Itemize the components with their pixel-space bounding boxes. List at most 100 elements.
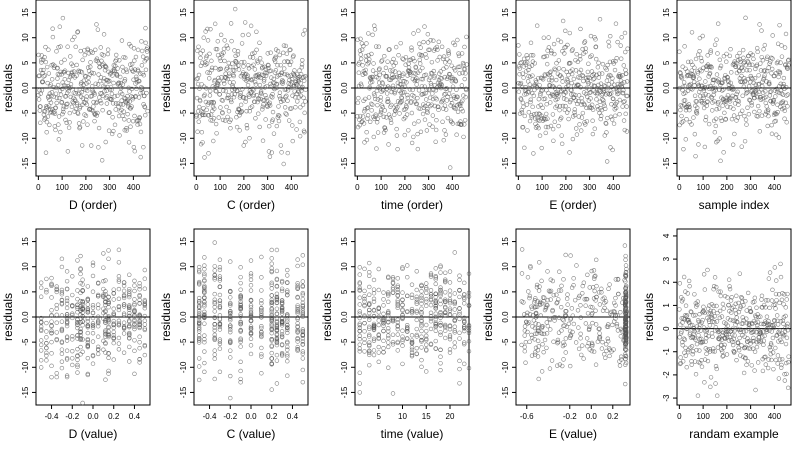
data-point bbox=[426, 77, 432, 82]
data-point bbox=[701, 65, 706, 70]
data-point bbox=[210, 118, 215, 123]
data-point bbox=[523, 60, 528, 65]
data-point bbox=[731, 106, 736, 112]
data-point bbox=[49, 90, 55, 95]
data-point bbox=[436, 104, 441, 110]
data-point bbox=[420, 76, 426, 82]
data-point bbox=[44, 329, 49, 334]
data-point bbox=[257, 40, 262, 45]
data-point bbox=[442, 103, 448, 108]
data-point bbox=[744, 87, 749, 93]
data-point bbox=[103, 334, 108, 339]
data-point bbox=[424, 342, 429, 347]
data-point bbox=[409, 110, 415, 116]
data-point bbox=[734, 293, 739, 299]
data-point bbox=[462, 361, 467, 367]
data-point bbox=[75, 353, 80, 359]
data-point bbox=[593, 362, 599, 367]
data-point bbox=[587, 105, 592, 111]
data-point bbox=[381, 350, 386, 355]
data-point bbox=[701, 304, 706, 310]
data-point bbox=[551, 138, 556, 143]
data-point bbox=[459, 51, 465, 56]
data-point bbox=[44, 358, 49, 363]
data-point bbox=[755, 360, 761, 365]
data-point bbox=[580, 73, 586, 79]
data-point bbox=[379, 59, 384, 64]
data-point bbox=[225, 65, 230, 70]
data-point bbox=[248, 351, 254, 357]
data-point bbox=[394, 133, 400, 138]
x-tick-label: 0.0 bbox=[586, 412, 598, 421]
data-point bbox=[527, 64, 532, 70]
x-tick-label: -0.2 bbox=[65, 412, 79, 421]
data-point bbox=[44, 289, 49, 295]
data-point bbox=[578, 67, 584, 73]
data-point bbox=[438, 367, 443, 373]
data-point bbox=[217, 337, 223, 342]
data-point bbox=[561, 67, 566, 72]
data-point bbox=[519, 110, 525, 115]
data-point bbox=[90, 325, 96, 330]
data-point bbox=[418, 61, 423, 66]
data-point bbox=[541, 349, 546, 355]
data-point bbox=[43, 44, 48, 50]
data-point bbox=[65, 101, 70, 106]
data-point bbox=[51, 84, 57, 90]
data-point bbox=[199, 130, 205, 135]
data-point bbox=[38, 342, 44, 348]
data-point bbox=[142, 322, 148, 327]
data-point bbox=[575, 308, 581, 313]
data-point bbox=[623, 49, 628, 55]
data-point bbox=[750, 62, 755, 67]
data-point bbox=[91, 99, 96, 105]
data-point bbox=[679, 113, 684, 119]
data-point bbox=[216, 82, 221, 87]
data-point bbox=[531, 93, 537, 99]
data-point bbox=[228, 117, 233, 123]
data-point bbox=[234, 124, 240, 130]
data-point bbox=[587, 75, 592, 81]
data-point bbox=[38, 338, 44, 343]
data-point bbox=[584, 119, 590, 124]
data-point bbox=[200, 60, 205, 65]
data-point bbox=[107, 78, 112, 84]
x-tick-label: 0.2 bbox=[266, 412, 278, 421]
data-point bbox=[120, 64, 125, 70]
data-point bbox=[462, 66, 468, 72]
data-point bbox=[139, 63, 145, 68]
data-point bbox=[399, 85, 405, 90]
data-point bbox=[721, 306, 726, 311]
data-point bbox=[697, 348, 702, 353]
data-point bbox=[85, 316, 91, 322]
x-tick-label: 0.2 bbox=[108, 412, 120, 421]
data-point bbox=[785, 92, 791, 97]
data-point bbox=[303, 99, 308, 104]
data-point bbox=[295, 263, 300, 269]
y-tick-label: 10 bbox=[21, 262, 30, 271]
data-point bbox=[687, 104, 692, 110]
data-point bbox=[565, 83, 571, 88]
data-point bbox=[741, 84, 747, 89]
data-point bbox=[574, 101, 580, 107]
data-point bbox=[376, 44, 381, 49]
data-point bbox=[462, 301, 467, 306]
data-point bbox=[551, 41, 557, 47]
data-point bbox=[259, 60, 264, 65]
y-tick-label: -5 bbox=[179, 109, 188, 117]
data-point bbox=[228, 395, 233, 401]
data-point bbox=[608, 145, 613, 150]
data-point bbox=[359, 83, 364, 88]
data-point bbox=[619, 84, 624, 90]
data-point bbox=[93, 47, 98, 53]
y-tick-label: 15 bbox=[501, 8, 510, 17]
data-point bbox=[293, 83, 299, 89]
data-point bbox=[774, 60, 780, 66]
data-point bbox=[770, 335, 776, 341]
data-point bbox=[423, 72, 429, 78]
data-point bbox=[688, 81, 693, 87]
data-point bbox=[231, 95, 237, 100]
data-point bbox=[438, 354, 443, 359]
data-point bbox=[623, 257, 628, 262]
